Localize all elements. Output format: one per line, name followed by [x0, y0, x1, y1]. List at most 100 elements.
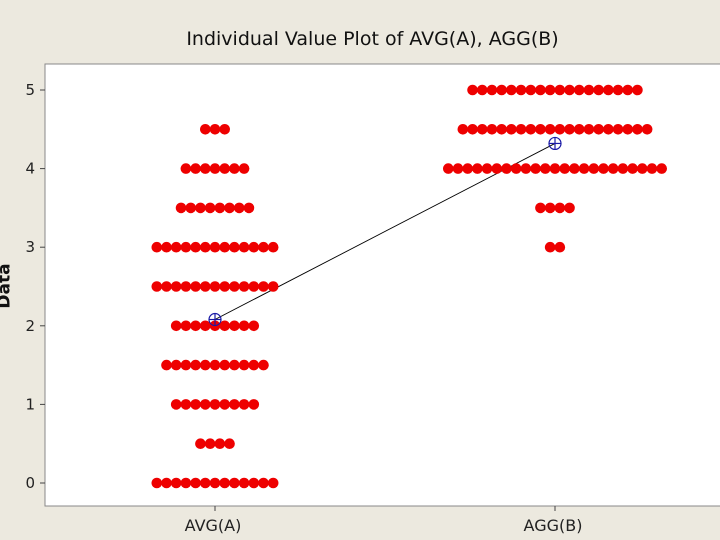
data-point: [462, 163, 474, 174]
data-point: [170, 359, 182, 371]
data-point: [170, 281, 182, 292]
data-point: [175, 202, 187, 214]
data-point: [267, 281, 279, 292]
data-point: [248, 477, 260, 489]
data-point: [248, 399, 260, 410]
data-point: [540, 163, 551, 174]
data-point: [569, 163, 580, 174]
data-point: [476, 84, 488, 96]
data-point: [209, 241, 221, 253]
data-point: [637, 163, 648, 174]
data-point: [258, 281, 269, 292]
data-point: [573, 84, 585, 96]
data-point: [544, 241, 556, 253]
data-point: [200, 320, 211, 332]
data-point: [607, 163, 619, 174]
data-point: [229, 163, 240, 174]
data-point: [481, 163, 493, 174]
data-point: [491, 163, 503, 174]
data-point: [258, 477, 269, 489]
data-point: [161, 477, 172, 489]
data-point: [248, 320, 260, 332]
data-point: [180, 241, 192, 253]
data-point: [161, 359, 172, 371]
data-point: [248, 281, 260, 292]
data-point: [200, 124, 211, 135]
data-point: [229, 477, 240, 489]
data-point: [472, 163, 483, 174]
data-point: [573, 124, 585, 135]
data-point: [646, 163, 658, 174]
chart-title: Individual Value Plot of AVG(A), AGG(B): [186, 28, 559, 50]
data-point: [219, 281, 230, 292]
data-point: [190, 241, 201, 253]
data-point: [612, 124, 624, 135]
data-point: [598, 163, 609, 174]
data-point: [180, 163, 192, 174]
data-point: [190, 281, 201, 292]
data-point: [170, 241, 182, 253]
data-point: [229, 359, 240, 371]
data-point: [248, 359, 260, 371]
data-point: [525, 124, 537, 135]
y-tick-label: 1: [25, 395, 35, 413]
data-point: [238, 241, 250, 253]
data-point: [506, 84, 517, 96]
data-point: [219, 320, 230, 332]
data-point: [238, 399, 250, 410]
x-axis: AVG(A) AGG(B): [185, 506, 582, 535]
data-point: [267, 241, 279, 253]
data-point: [632, 124, 643, 135]
data-point: [443, 163, 454, 174]
mean-markers: [208, 136, 562, 327]
data-point: [233, 202, 245, 214]
data-point: [229, 241, 240, 253]
data-point: [238, 359, 250, 371]
data-point: [180, 320, 192, 332]
data-point: [209, 359, 221, 371]
data-point: [151, 477, 163, 489]
data-point: [554, 241, 566, 253]
data-point: [219, 359, 230, 371]
data-point: [195, 438, 206, 450]
data-point: [170, 320, 182, 332]
data-point: [190, 399, 201, 410]
data-point: [583, 84, 595, 96]
data-point: [267, 477, 279, 489]
data-point: [219, 124, 230, 135]
data-point: [496, 124, 507, 135]
data-point: [258, 241, 269, 253]
data-point: [486, 84, 498, 96]
data-point: [530, 163, 541, 174]
data-point: [224, 438, 235, 450]
data-point: [214, 438, 226, 450]
data-point: [603, 124, 614, 135]
data-point: [515, 84, 527, 96]
data-point: [603, 84, 614, 96]
data-point: [559, 163, 570, 174]
data-point: [243, 202, 255, 214]
data-point: [554, 202, 566, 214]
y-tick-label: 4: [25, 160, 35, 178]
data-point: [632, 84, 643, 96]
data-point: [549, 163, 561, 174]
data-point: [544, 202, 556, 214]
data-point: [195, 202, 206, 214]
data-point: [238, 163, 250, 174]
data-point: [627, 163, 638, 174]
data-point: [593, 124, 604, 135]
data-point: [214, 202, 226, 214]
data-point: [200, 399, 211, 410]
data-point: [219, 241, 230, 253]
data-point: [229, 281, 240, 292]
data-point: [190, 163, 201, 174]
data-point: [180, 281, 192, 292]
data-point: [501, 163, 512, 174]
mean-marker: [548, 136, 562, 151]
data-point: [190, 359, 201, 371]
data-point: [219, 163, 230, 174]
data-point: [467, 84, 478, 96]
data-point: [486, 124, 498, 135]
data-point: [219, 399, 230, 410]
